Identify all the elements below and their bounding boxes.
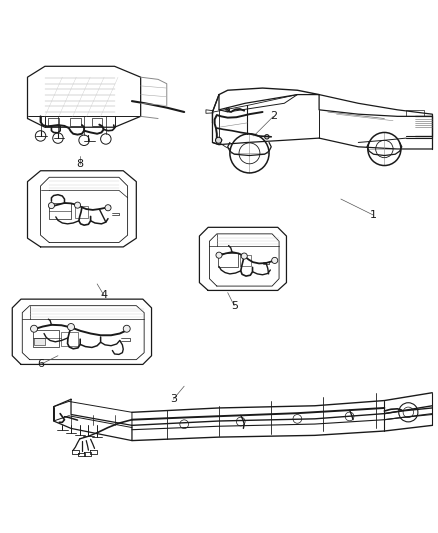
Bar: [240, 255, 251, 265]
Bar: [49, 204, 71, 219]
Bar: [406, 110, 424, 116]
Text: 8: 8: [76, 159, 83, 169]
Bar: [218, 254, 238, 266]
Bar: [34, 338, 45, 345]
Text: 6: 6: [37, 359, 44, 369]
Bar: [48, 118, 59, 126]
Circle shape: [31, 325, 38, 332]
Bar: [70, 118, 81, 126]
Text: 5: 5: [231, 301, 238, 311]
Circle shape: [74, 202, 81, 208]
Circle shape: [241, 253, 247, 259]
Bar: [33, 329, 59, 347]
Circle shape: [215, 137, 222, 143]
Text: 1: 1: [370, 210, 377, 220]
Circle shape: [216, 252, 222, 258]
Text: 2: 2: [270, 111, 277, 122]
Circle shape: [123, 325, 130, 332]
Circle shape: [105, 205, 111, 211]
Text: 4: 4: [100, 290, 107, 300]
Bar: [92, 118, 102, 126]
Bar: [60, 332, 78, 346]
Circle shape: [48, 203, 54, 208]
Bar: [75, 206, 88, 218]
Text: 3: 3: [170, 394, 177, 404]
Circle shape: [272, 257, 278, 263]
Circle shape: [67, 324, 74, 330]
